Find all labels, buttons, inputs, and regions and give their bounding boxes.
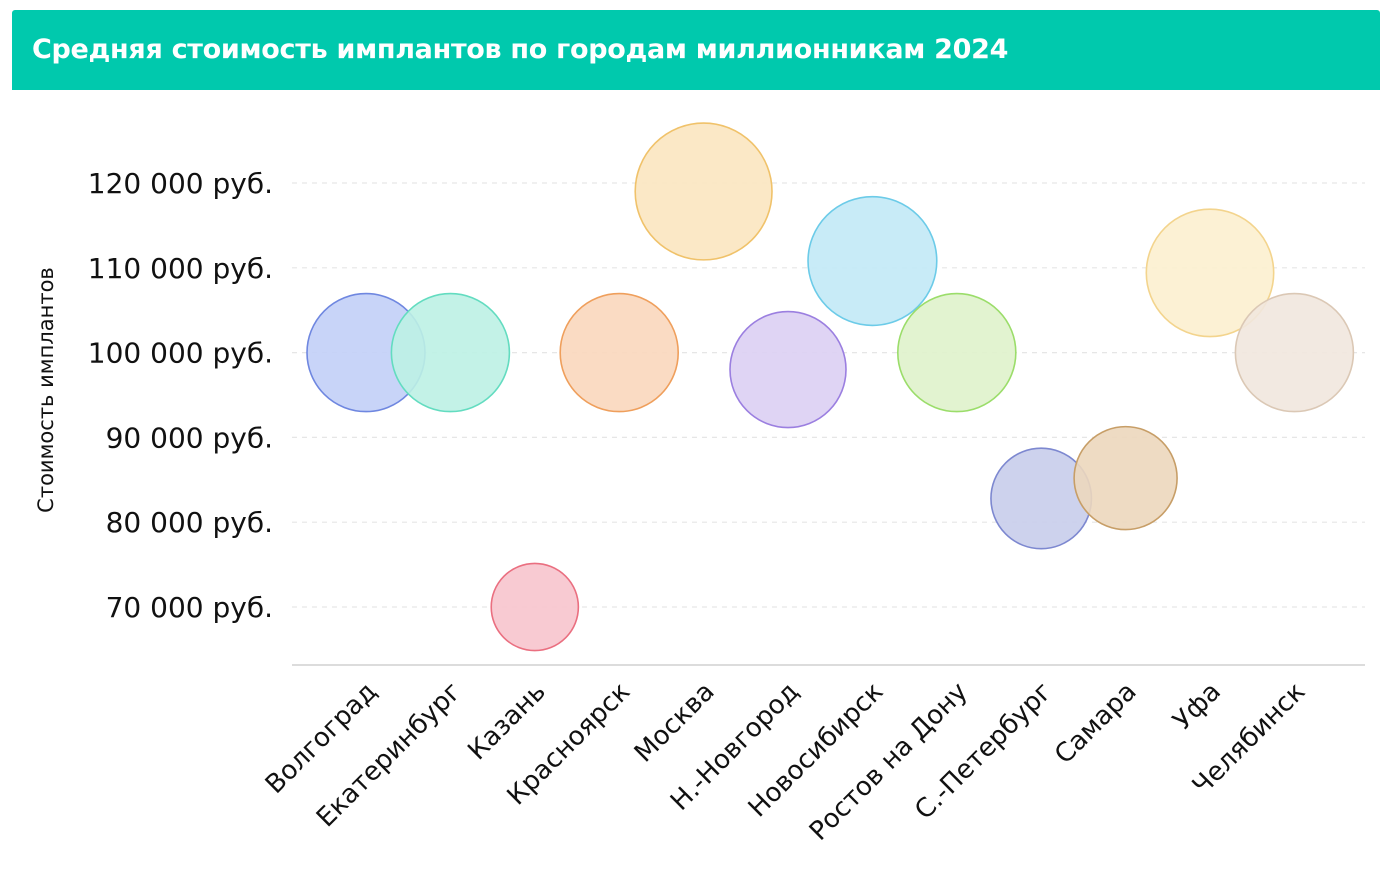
bubble-5[interactable]	[634, 122, 773, 261]
bubble-8[interactable]	[896, 292, 1017, 413]
bubbles	[306, 122, 1355, 652]
x-category-label: Екатеринбург	[311, 677, 467, 833]
y-tick-label: 110 000 руб.	[88, 252, 273, 285]
bubble-10[interactable]	[1073, 425, 1178, 531]
y-axis-ticks: 70 000 руб. 80 000 руб. 90 000 руб. 100 000…	[88, 167, 273, 624]
bubble-7[interactable]	[807, 195, 938, 327]
x-category-label: Ростов на Дону	[804, 677, 974, 847]
chart-title: Средняя стоимость имплантов по городам м…	[32, 34, 1009, 65]
x-axis-labels: ВолгоградЕкатеринбургКазаньКрасноярскМос…	[260, 677, 1311, 847]
y-axis-title: Стоимость имплантов	[34, 267, 58, 513]
y-tick-label: 100 000 руб.	[88, 337, 273, 370]
bubble-6[interactable]	[729, 310, 847, 429]
x-category-label: Уфа	[1168, 677, 1227, 736]
bubble-2[interactable]	[390, 292, 511, 413]
bubble-3[interactable]	[490, 562, 580, 652]
y-tick-label: 80 000 руб.	[106, 506, 273, 539]
bubble-11[interactable]	[1145, 208, 1275, 338]
y-tick-label: 120 000 руб.	[88, 167, 273, 200]
chart-header: Средняя стоимость имплантов по городам м…	[12, 10, 1380, 90]
y-tick-label: 90 000 руб.	[106, 421, 273, 454]
bubble-4[interactable]	[559, 292, 680, 413]
bubble-12[interactable]	[1234, 292, 1355, 413]
y-tick-label: 70 000 руб.	[106, 591, 273, 624]
x-category-label: Самара	[1049, 677, 1142, 770]
